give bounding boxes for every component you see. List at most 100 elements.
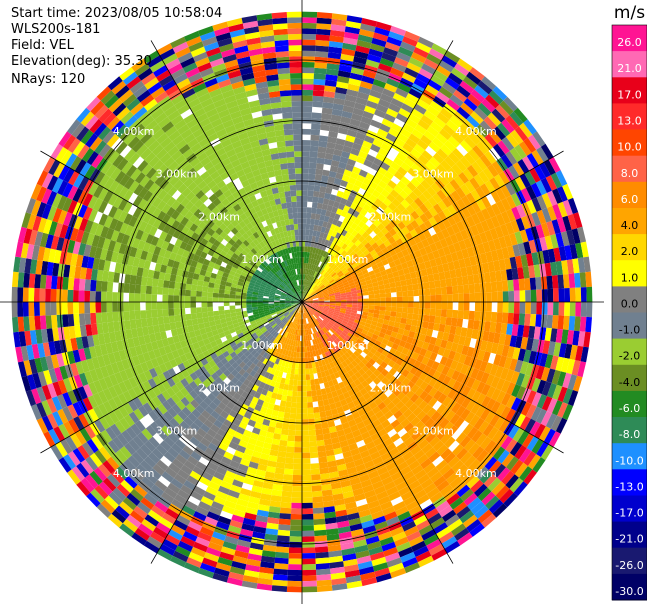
range-gate <box>68 314 75 327</box>
range-gate <box>46 315 53 329</box>
range-gate <box>101 312 107 323</box>
range-gate <box>302 23 317 29</box>
range-gate <box>287 586 302 592</box>
range-gate <box>317 440 325 447</box>
range-gate <box>292 486 302 492</box>
range-gate <box>202 302 208 307</box>
range-gate <box>302 486 312 492</box>
range-gate <box>123 302 129 311</box>
range-gate <box>280 508 291 514</box>
range-gate <box>179 308 185 315</box>
range-gate <box>408 296 414 302</box>
range-gate <box>430 302 436 309</box>
range-gate <box>62 289 68 302</box>
range-gate <box>313 79 325 86</box>
range-gate <box>374 290 380 295</box>
range-gate <box>386 302 392 307</box>
range-gate <box>456 277 463 286</box>
range-gate <box>302 84 313 90</box>
range-gate <box>311 474 321 480</box>
range-gate <box>174 308 180 315</box>
range-gate <box>474 283 480 293</box>
range-gate <box>429 315 435 323</box>
range-gate <box>40 315 47 329</box>
range-gate <box>302 492 312 498</box>
range-gate <box>289 547 302 553</box>
range-gate <box>157 302 163 310</box>
range-gate <box>313 96 324 102</box>
range-gate <box>283 474 293 480</box>
range-gate <box>558 275 565 289</box>
range-gate <box>306 213 311 219</box>
range-gate <box>302 547 315 553</box>
range-gate <box>290 413 297 419</box>
range-gate <box>559 302 565 316</box>
range-gate <box>306 224 310 230</box>
range-gate <box>290 408 296 414</box>
range-gate <box>51 276 58 289</box>
range-gate <box>286 396 292 402</box>
range-gate <box>475 293 481 302</box>
range-gate <box>23 302 29 317</box>
range-gate <box>446 310 452 318</box>
range-gate <box>318 451 327 458</box>
range-gate <box>312 112 322 118</box>
range-gate <box>179 296 185 302</box>
range-gate <box>294 447 302 453</box>
range-gate <box>146 286 152 294</box>
range-gate <box>302 73 314 79</box>
range-gate <box>313 502 324 508</box>
range-gate <box>451 278 458 287</box>
range-gate <box>302 441 310 447</box>
range-gate <box>295 363 299 369</box>
range-gate <box>524 278 531 290</box>
range-gate <box>147 318 154 327</box>
range-gate <box>135 302 141 311</box>
range-gate <box>369 294 375 298</box>
range-gate <box>570 302 576 316</box>
range-gate <box>302 586 317 592</box>
range-gate <box>287 390 293 396</box>
range-gate <box>140 294 146 303</box>
range-gate <box>311 213 316 219</box>
range-gate <box>275 552 289 559</box>
range-gate <box>288 430 295 436</box>
range-gate <box>280 434 288 441</box>
range-gate <box>310 452 318 458</box>
range-gate <box>564 288 570 302</box>
range-gate <box>135 311 141 320</box>
range-gate <box>235 295 241 299</box>
range-gate <box>542 289 548 302</box>
range-gate <box>289 424 296 430</box>
range-gate <box>319 462 328 469</box>
range-gate <box>391 302 397 307</box>
range-gate <box>278 451 287 458</box>
range-gate <box>380 293 386 298</box>
range-gate <box>302 408 308 414</box>
range-gate <box>411 320 418 327</box>
range-gate <box>547 302 553 315</box>
range-gate <box>391 307 397 312</box>
range-gate <box>458 294 464 303</box>
range-gate <box>514 291 520 302</box>
range-gate <box>313 508 324 514</box>
range-gate <box>503 302 509 313</box>
range-gate <box>315 541 328 548</box>
range-gate <box>363 302 369 306</box>
range-gate <box>313 519 325 526</box>
range-gate <box>408 302 414 308</box>
range-gate <box>307 196 313 202</box>
range-gate <box>40 302 46 316</box>
range-gate <box>385 293 391 298</box>
range-gate <box>158 317 165 325</box>
range-gate <box>101 302 107 313</box>
range-gate <box>281 496 292 502</box>
range-gate <box>218 298 224 302</box>
range-gate <box>520 302 526 314</box>
range-gate <box>308 191 314 197</box>
range-gate <box>298 380 302 386</box>
range-gate <box>302 352 305 358</box>
range-gate <box>287 435 295 441</box>
range-gate <box>308 185 315 191</box>
range-gate <box>307 402 313 408</box>
